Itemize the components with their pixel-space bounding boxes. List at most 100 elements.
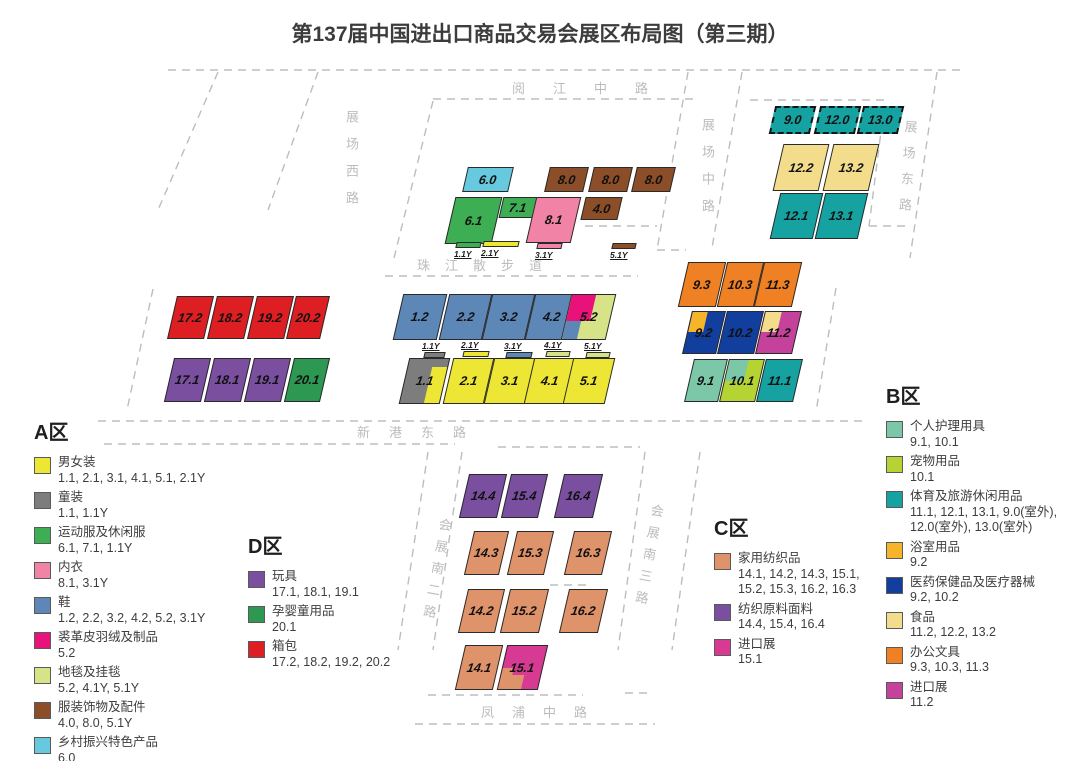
hall-label: 9.3 [692,277,712,292]
hall-label: 11.3 [765,277,791,292]
legend-color-swatch [34,737,51,754]
legend-item-鞋: 鞋 1.2, 2.2, 3.2, 4.2, 5.2, 3.1Y [34,595,239,626]
legend-item-codes: 9.2, 10.2 [910,590,959,604]
hall-block-8.0[interactable]: 8.0 [631,167,676,192]
legend-item-name: 浴室用品 [910,539,961,554]
legend-item-text: 玩具 17.1, 18.1, 19.1 [272,569,359,600]
legend-item-codes: 1.1, 2.1, 3.1, 4.1, 5.1, 2.1Y [58,470,206,485]
legend-zone-B: B区 个人护理用具 9.1, 10.1 宠物用品 10.1 体育及旅游休闲用品 11.1, … [886,380,1076,715]
hall-label: 14.3 [473,546,500,560]
legend-item-name: 进口展 [738,636,776,651]
strip-label-2.1Y: 2.1Y [461,340,479,350]
road-label-新港东路: 新港东路 [357,425,486,440]
legend-item-codes: 8.1, 3.1Y [58,575,109,590]
legend-item-name: 进口展 [910,679,948,694]
legend-item-内衣: 内衣 8.1, 3.1Y [34,560,239,591]
legend-item-name: 孕婴童用品 [272,604,335,618]
hall-label: 17.2 [177,310,204,325]
strip-label-4.1Y: 4.1Y [544,340,562,350]
legend-item-孕婴童用品: 孕婴童用品 20.1 [248,604,428,635]
legend-color-swatch [34,597,51,614]
legend-item-name: 纺织原料面料 [738,601,814,616]
legend-item-codes: 5.2, 4.1Y, 5.1Y [58,680,140,695]
legend-color-swatch [714,553,731,570]
legend-item-玩具: 玩具 17.1, 18.1, 19.1 [248,569,428,600]
legend-color-swatch [34,632,51,649]
legend-item-name: 地毯及挂毯 [58,665,121,679]
legend-color-swatch [34,702,51,719]
legend-item-text: 鞋 1.2, 2.2, 3.2, 4.2, 5.2, 3.1Y [58,595,205,626]
legend-item-codes: 6.1, 7.1, 1.1Y [58,540,133,555]
legend-zone-D: D区 玩具 17.1, 18.1, 19.1 孕婴童用品 20.1 箱包 17.2, 18.… [248,530,428,674]
strip-label-5.1Y: 5.1Y [584,341,602,351]
strip-label-3.1Y: 3.1Y [504,341,522,351]
hall-label: 8.0 [600,172,621,187]
hall-block-12.0[interactable]: 12.0 [813,106,862,134]
hall-block-6.0[interactable]: 6.0 [462,167,514,192]
legend-item-codes: 11.1, 12.1, 13.1, 9.0(室外), 12.0(室外), 13.… [910,504,1058,535]
legend-item-name: 办公文具 [910,644,961,659]
legend-item-codes: 17.1, 18.1, 19.1 [272,584,359,599]
legend-item-纺织原料面料: 纺织原料面料 14.4, 15.4, 16.4 [714,602,872,633]
legend-color-swatch [886,576,903,594]
legend-item-name: 童装 [58,490,84,504]
strip-block-4.1Y[interactable] [545,351,571,357]
strip-block-5.1Y[interactable] [585,352,611,358]
legend-color-swatch [34,562,51,579]
strip-block-2.1Y[interactable] [462,351,490,357]
legend-item-家用纺织品: 家用纺织品 14.1, 14.2, 14.3, 15.1, 15.2, 15.3,… [714,551,872,598]
legend-item-text: 浴室用品 9.2 [910,540,960,571]
legend-item-食品: 食品 11.2, 12.2, 13.2 [886,610,1076,641]
legend-item-进口展: 进口展 15.1 [714,637,872,668]
legend-color-swatch [34,492,51,509]
hall-block-8.0[interactable]: 8.0 [588,167,633,192]
legend-item-codes: 14.1, 14.2, 14.3, 15.1, 15.2, 15.3, 16.2… [738,566,860,597]
hall-label: 9.1 [696,373,716,388]
strip-block-2.1Y[interactable] [482,241,520,247]
strip-block-5.1Y[interactable] [611,243,637,249]
hall-label: 18.1 [214,373,241,387]
hall-block-8.0[interactable]: 8.0 [544,167,589,192]
hall-label: 20.1 [293,373,321,387]
hall-block-9.0[interactable]: 9.0 [768,106,817,134]
hall-label: 16.4 [565,489,592,503]
legend-item-name: 运动服及休闲服 [58,525,146,539]
legend-item-箱包: 箱包 17.2, 18.2, 19.2, 20.2 [248,639,428,670]
legend-item-codes: 11.2 [910,695,934,709]
hall-label: 10.2 [727,325,754,340]
legend-item-医药保健品及医疗器械: 医药保健品及医疗器械 9.2, 10.2 [886,575,1076,606]
hall-label: 16.3 [574,546,602,560]
hall-label: 4.2 [541,310,562,324]
legend-item-text: 服装饰物及配件 4.0, 8.0, 5.1Y [58,700,146,731]
legend-color-swatch [714,603,731,621]
legend-item-text: 宠物用品 10.1 [910,454,960,485]
strip-label-3.1Y: 3.1Y [535,250,553,260]
legend-item-服装饰物及配件: 服装饰物及配件 4.0, 8.0, 5.1Y [34,700,239,731]
legend-item-text: 进口展 11.2 [910,680,948,711]
hall-label: 12.2 [787,160,815,175]
hall-label: 11.1 [766,373,793,388]
legend-item-text: 孕婴童用品 20.1 [272,604,335,635]
strip-block-3.1Y[interactable] [505,352,533,358]
hall-label: 16.2 [570,604,597,618]
legend-title-C: C区 [714,518,749,540]
legend-item-codes: 15.1 [738,652,763,666]
legend-item-浴室用品: 浴室用品 9.2 [886,540,1076,571]
legend-item-name: 家用纺织品 [738,551,801,565]
hall-block-4.0[interactable]: 4.0 [580,197,623,220]
legend-color-swatch [34,527,51,544]
strip-block-3.1Y[interactable] [536,243,563,249]
hall-label: 9.2 [694,325,714,340]
strip-block-1.1Y[interactable] [423,352,446,358]
hall-block-13.0[interactable]: 13.0 [856,106,905,134]
legend-item-name: 服装饰物及配件 [58,700,146,714]
strip-block-1.1Y[interactable] [455,242,482,248]
hall-label: 9.0 [782,113,803,127]
legend-item-text: 童装 1.1, 1.1Y [58,490,108,521]
legend-item-codes: 9.3, 10.3, 11.3 [910,660,989,674]
legend-item-name: 个人护理用具 [910,419,986,433]
legend-item-codes: 17.2, 18.2, 19.2, 20.2 [272,654,391,669]
legend-item-宠物用品: 宠物用品 10.1 [886,454,1076,485]
hall-label: 15.3 [517,546,544,560]
